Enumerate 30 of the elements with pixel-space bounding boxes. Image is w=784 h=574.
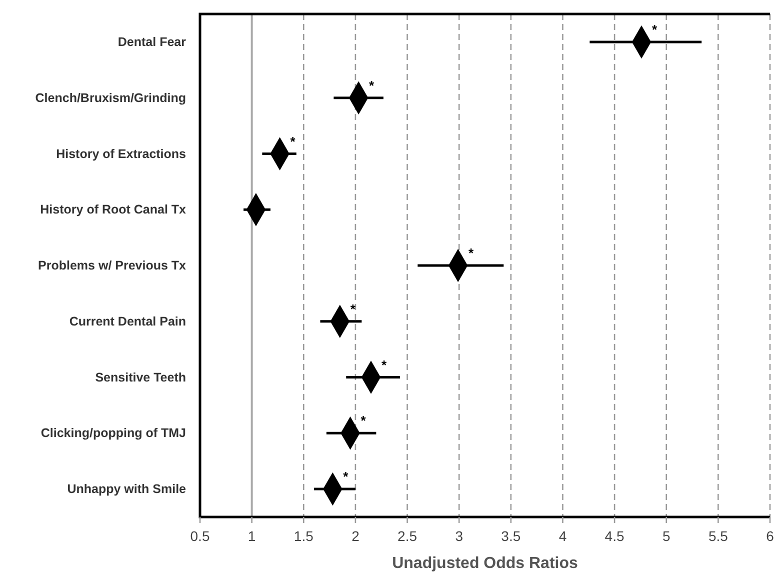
data-label: * [468,246,475,260]
x-tick-label: 5 [662,528,670,544]
y-tick-label: Sensitive Teeth [95,370,186,384]
x-tick-label: 1.5 [294,528,314,544]
y-tick-label: Unhappy with Smile [67,482,186,496]
x-tick-label: 2.5 [398,528,418,544]
x-tick-label: 6 [766,528,774,544]
x-tick-label: 4 [558,528,567,544]
x-tick-label: 0.5 [190,528,210,544]
data-label: * [381,357,388,372]
data-label: * [350,301,356,316]
x-tick-label: 3 [455,528,464,544]
y-tick-label: Problems w/ Previous Tx [38,258,186,272]
y-tick-label: Clicking/popping of TMJ [40,426,186,440]
data-label: * [652,22,658,37]
y-tick-label: History of Extractions [56,146,186,161]
y-tick-label: Dental Fear [118,35,186,49]
y-tick-label: Clench/Bruxism/Grinding [35,90,186,105]
x-axis-title: Unadjusted Odds Ratios [392,555,578,572]
data-label: * [369,78,376,93]
y-tick-label: History of Root Canal Tx [40,202,186,217]
x-tick-label: 3.5 [501,528,521,544]
x-tick-label: 5.5 [708,528,728,544]
x-tick-label: 4.5 [604,528,624,544]
y-tick-label: Current Dental Pain [69,314,186,328]
data-label: * [343,469,350,484]
data-label: * [290,134,296,149]
x-tick-label: 1 [248,528,256,544]
x-tick-label: 2 [352,528,360,544]
data-label: * [360,413,367,428]
